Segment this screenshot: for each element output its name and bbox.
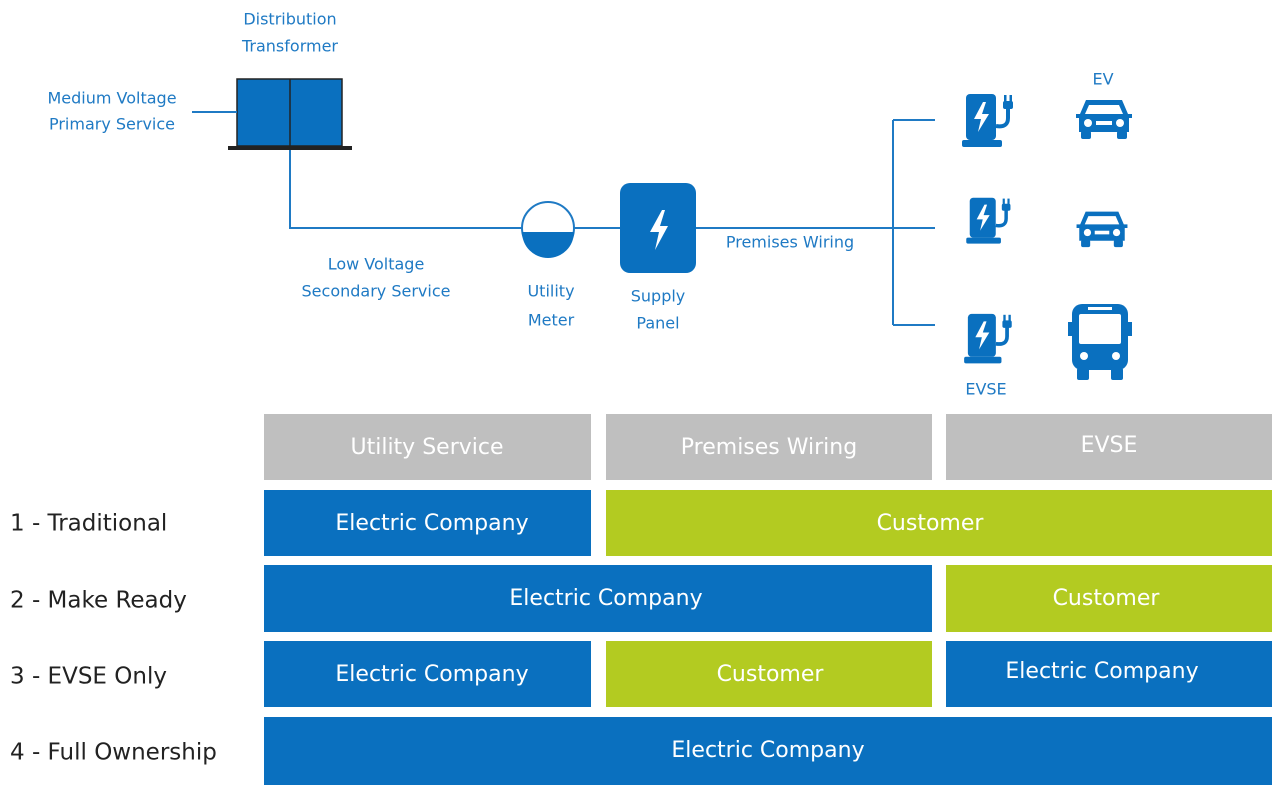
charger-icon (964, 196, 1013, 246)
label: Low Voltage (328, 255, 425, 274)
label: Premises Wiring (726, 233, 854, 252)
cell: Electric Company (335, 511, 528, 536)
label: Utility (527, 282, 574, 301)
header: EVSE (1081, 433, 1138, 458)
label: EVSE (965, 380, 1006, 399)
network (192, 78, 1132, 380)
car-icon (1076, 211, 1128, 248)
row-label: 4 - Full Ownership (10, 740, 217, 766)
label: Panel (636, 314, 679, 333)
cell: Electric Company (671, 738, 864, 763)
row-label: 3 - EVSE Only (10, 664, 167, 690)
cell: Customer (877, 511, 985, 536)
car-icon (1076, 100, 1132, 139)
header: Premises Wiring (681, 435, 857, 460)
cell: Customer (1053, 586, 1161, 611)
label: Medium Voltage (47, 89, 176, 108)
charger-icon (962, 92, 1015, 149)
label: Meter (528, 311, 575, 330)
label: Distribution (243, 10, 336, 29)
label: Supply (631, 287, 686, 306)
cell: Electric Company (509, 586, 702, 611)
cell: Electric Company (1005, 659, 1198, 684)
header: Utility Service (350, 435, 503, 460)
label: EV (1092, 70, 1113, 89)
ownership-table: Utility Service Premises Wiring EVSE 1 -… (10, 414, 1272, 785)
charger-icon (962, 312, 1014, 366)
row-label: 2 - Make Ready (10, 588, 187, 614)
cell: Electric Company (335, 662, 528, 687)
label: Primary Service (49, 115, 175, 134)
cell: Customer (717, 662, 825, 687)
label: Secondary Service (302, 282, 451, 301)
bus-icon (1068, 304, 1132, 380)
row-label: 1 - Traditional (10, 511, 167, 537)
label: Transformer (241, 37, 338, 56)
